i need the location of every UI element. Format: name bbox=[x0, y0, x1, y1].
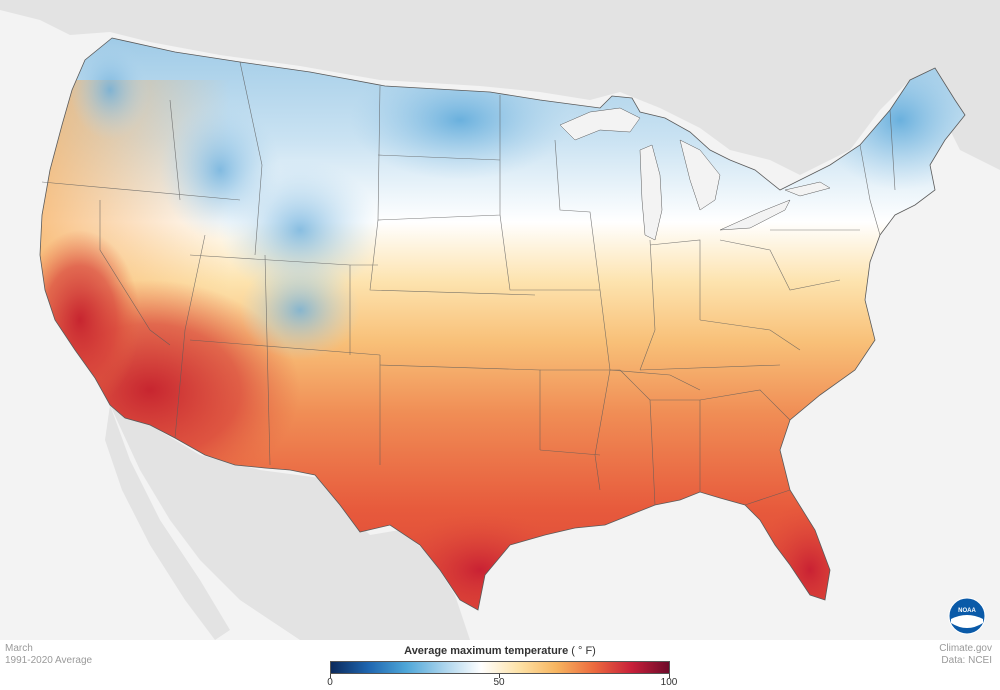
map-canvas: NOAA bbox=[0, 0, 1000, 640]
legend-colorbar bbox=[330, 661, 670, 674]
temperature-map bbox=[0, 0, 1000, 640]
lake-superior bbox=[559, 107, 641, 141]
canada-land bbox=[0, 0, 1000, 175]
source-site-label: Climate.gov bbox=[939, 643, 992, 654]
source-data-label: Data: NCEI bbox=[941, 655, 992, 666]
legend-label-max: 100 bbox=[660, 677, 678, 688]
state-boundaries bbox=[41, 61, 896, 506]
legend-tick-max bbox=[669, 674, 670, 678]
us-outline bbox=[39, 37, 966, 611]
legend-tick-mid bbox=[499, 674, 500, 678]
period-label: 1991-2020 Average bbox=[5, 655, 93, 666]
baja-land bbox=[105, 405, 230, 640]
legend-label-mid: 50 bbox=[493, 677, 505, 688]
legend-tick-min bbox=[330, 674, 331, 678]
lake-erie bbox=[719, 199, 791, 231]
legend-title: Average maximum temperature ( ° F) bbox=[330, 645, 670, 657]
noaa-logo: NOAA bbox=[948, 597, 986, 635]
lake-michigan bbox=[639, 144, 663, 241]
legend-unit: ( ° F) bbox=[571, 645, 596, 657]
legend-title-text: Average maximum temperature bbox=[404, 645, 569, 657]
footer: March 1991-2020 Average Average maximum … bbox=[0, 640, 1000, 690]
month-label: March bbox=[5, 643, 33, 654]
mexico-land bbox=[110, 405, 470, 640]
noaa-logo-text: NOAA bbox=[958, 608, 976, 614]
legend-label-min: 0 bbox=[327, 677, 333, 688]
lake-huron bbox=[679, 139, 721, 211]
lake-ontario bbox=[784, 181, 831, 197]
